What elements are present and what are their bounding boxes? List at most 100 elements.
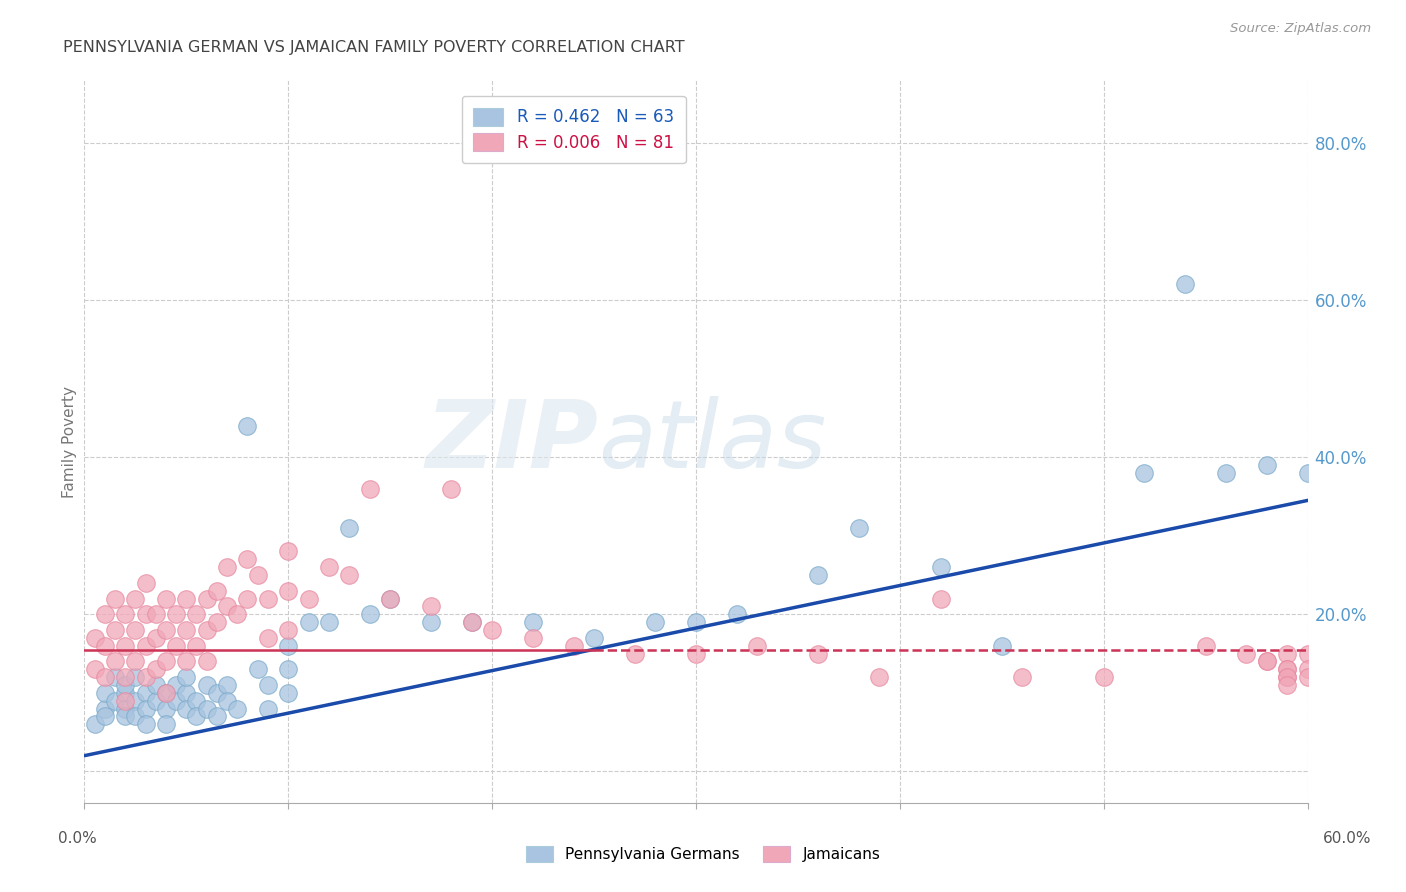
Point xyxy=(1236,647,1258,661)
Point xyxy=(461,615,484,630)
Point xyxy=(277,544,299,558)
Point xyxy=(155,686,177,700)
Point xyxy=(104,591,127,606)
Point xyxy=(195,591,218,606)
Legend: Pennsylvania Germans, Jamaicans: Pennsylvania Germans, Jamaicans xyxy=(519,840,887,868)
Point xyxy=(1215,466,1237,480)
Point xyxy=(174,655,197,669)
Point xyxy=(685,615,707,630)
Point xyxy=(257,701,280,715)
Point xyxy=(725,607,748,622)
Point xyxy=(848,521,870,535)
Point xyxy=(145,678,167,692)
Point xyxy=(869,670,891,684)
Point xyxy=(124,623,146,637)
Point xyxy=(217,560,239,574)
Text: atlas: atlas xyxy=(598,396,827,487)
Point xyxy=(93,607,115,622)
Point xyxy=(1296,670,1319,684)
Point xyxy=(114,639,136,653)
Point xyxy=(298,591,321,606)
Point xyxy=(380,591,402,606)
Point xyxy=(93,639,115,653)
Point xyxy=(135,670,157,684)
Point xyxy=(624,647,647,661)
Point xyxy=(135,607,157,622)
Point xyxy=(205,615,228,630)
Point xyxy=(257,678,280,692)
Point xyxy=(114,701,136,715)
Point xyxy=(104,670,127,684)
Point xyxy=(124,694,146,708)
Point xyxy=(929,560,952,574)
Point xyxy=(135,639,157,653)
Point xyxy=(83,631,105,645)
Point xyxy=(195,678,218,692)
Point xyxy=(1277,662,1299,676)
Point xyxy=(155,623,177,637)
Point xyxy=(1277,647,1299,661)
Text: 60.0%: 60.0% xyxy=(1323,831,1371,846)
Point xyxy=(1277,662,1299,676)
Point xyxy=(114,686,136,700)
Point xyxy=(298,615,321,630)
Point xyxy=(124,670,146,684)
Point xyxy=(277,583,299,598)
Point xyxy=(145,694,167,708)
Point xyxy=(145,607,167,622)
Point xyxy=(929,591,952,606)
Point xyxy=(174,686,197,700)
Point xyxy=(93,709,115,723)
Point xyxy=(1277,678,1299,692)
Point xyxy=(1296,662,1319,676)
Point xyxy=(1256,458,1278,472)
Point xyxy=(186,639,208,653)
Point xyxy=(186,694,208,708)
Point xyxy=(135,717,157,731)
Point xyxy=(1174,277,1197,292)
Point xyxy=(339,568,361,582)
Point xyxy=(1256,655,1278,669)
Point xyxy=(186,607,208,622)
Legend: R = 0.462   N = 63, R = 0.006   N = 81: R = 0.462 N = 63, R = 0.006 N = 81 xyxy=(461,95,686,163)
Point xyxy=(124,655,146,669)
Point xyxy=(1296,647,1319,661)
Point xyxy=(83,717,105,731)
Point xyxy=(114,709,136,723)
Point xyxy=(226,607,249,622)
Point xyxy=(359,607,381,622)
Point xyxy=(277,686,299,700)
Point xyxy=(104,655,127,669)
Point xyxy=(145,662,167,676)
Point xyxy=(104,623,127,637)
Point xyxy=(174,623,197,637)
Point xyxy=(195,701,218,715)
Point xyxy=(380,591,402,606)
Point xyxy=(440,482,463,496)
Text: Source: ZipAtlas.com: Source: ZipAtlas.com xyxy=(1230,22,1371,36)
Point xyxy=(236,591,259,606)
Point xyxy=(257,631,280,645)
Point xyxy=(359,482,381,496)
Point xyxy=(124,709,146,723)
Point xyxy=(124,591,146,606)
Point xyxy=(1011,670,1033,684)
Point xyxy=(318,615,340,630)
Point xyxy=(807,647,830,661)
Point xyxy=(522,615,544,630)
Point xyxy=(226,701,249,715)
Point xyxy=(420,599,443,614)
Point xyxy=(195,623,218,637)
Point xyxy=(145,631,167,645)
Point xyxy=(93,670,115,684)
Point xyxy=(685,647,707,661)
Point xyxy=(83,662,105,676)
Point xyxy=(277,639,299,653)
Point xyxy=(93,686,115,700)
Point xyxy=(135,701,157,715)
Point xyxy=(1296,466,1319,480)
Point xyxy=(165,694,187,708)
Point xyxy=(174,591,197,606)
Point xyxy=(481,623,503,637)
Point xyxy=(1256,655,1278,669)
